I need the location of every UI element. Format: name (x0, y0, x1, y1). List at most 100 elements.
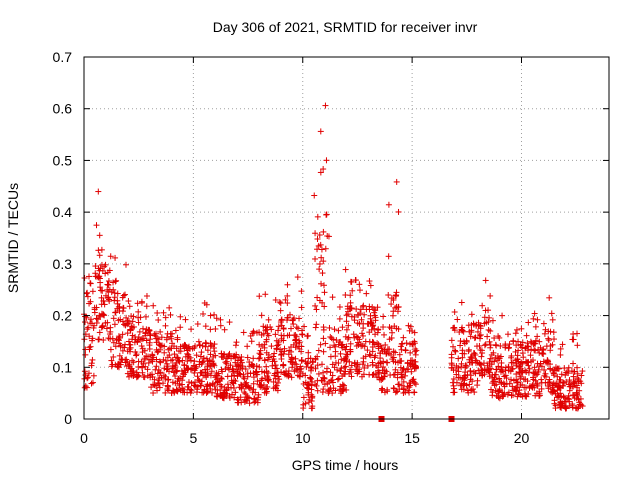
data-point (286, 347, 293, 354)
data-point (198, 349, 205, 356)
data-point (524, 340, 531, 347)
data-point (336, 304, 343, 311)
data-point (160, 380, 167, 387)
data-point (363, 306, 370, 313)
data-point (190, 362, 197, 369)
data-point (287, 325, 294, 332)
data-point (557, 401, 564, 408)
data-point (345, 334, 352, 341)
data-point (275, 323, 282, 330)
data-point (573, 382, 580, 389)
data-point (164, 363, 171, 370)
data-point (93, 304, 100, 311)
data-point (221, 326, 228, 333)
data-point (312, 255, 319, 262)
data-point (312, 381, 319, 388)
data-point (150, 390, 157, 397)
data-point (550, 329, 557, 336)
x-tick-label: 0 (80, 430, 88, 446)
data-point (524, 359, 531, 366)
data-point (172, 373, 179, 380)
data-point (173, 354, 180, 361)
data-point (289, 359, 296, 366)
data-point (351, 317, 358, 324)
data-point (87, 320, 94, 327)
data-point (192, 343, 199, 350)
data-point (192, 365, 199, 372)
data-point (469, 378, 476, 385)
data-point (145, 326, 152, 333)
data-point (264, 330, 271, 337)
data-point (337, 383, 344, 390)
data-point (108, 357, 115, 364)
data-point (502, 372, 509, 379)
data-point (174, 334, 181, 341)
data-point (559, 341, 566, 348)
data-point (488, 351, 495, 358)
data-point (155, 377, 162, 384)
data-point (298, 304, 305, 311)
data-point (403, 340, 410, 347)
data-point (257, 351, 264, 358)
data-point (271, 350, 278, 357)
data-point (540, 320, 547, 327)
data-point (129, 357, 136, 364)
data-point (121, 291, 128, 298)
data-point (376, 369, 383, 376)
data-point (560, 379, 567, 386)
data-point (395, 303, 402, 310)
data-point (537, 360, 544, 367)
data-point (264, 373, 271, 380)
data-point (385, 201, 392, 208)
data-point (530, 374, 537, 381)
data-point (137, 336, 144, 343)
data-point (170, 369, 177, 376)
data-point (350, 331, 357, 338)
data-point (379, 386, 386, 393)
data-point (284, 332, 291, 339)
data-point (370, 322, 377, 329)
data-point (203, 383, 210, 390)
data-point (82, 346, 89, 353)
data-point (566, 383, 573, 390)
data-point (532, 337, 539, 344)
data-point (107, 346, 114, 353)
data-point (101, 263, 108, 270)
data-point (303, 384, 310, 391)
data-point (272, 365, 279, 372)
data-point (154, 349, 161, 356)
data-point (142, 363, 149, 370)
data-point (451, 389, 458, 396)
data-point (320, 335, 327, 342)
data-point (551, 400, 558, 407)
data-point (475, 367, 482, 374)
data-point (525, 362, 532, 369)
data-point (400, 378, 407, 385)
data-point (146, 345, 153, 352)
data-point (304, 360, 311, 367)
data-point (95, 265, 102, 272)
data-point (511, 386, 518, 393)
data-point (262, 324, 269, 331)
data-point (545, 335, 552, 342)
data-point (470, 350, 477, 357)
data-point (378, 387, 385, 394)
data-point (138, 343, 145, 350)
data-point (298, 357, 305, 364)
data-point (179, 357, 186, 364)
data-point (556, 378, 563, 385)
data-point (451, 309, 458, 316)
data-point (367, 352, 374, 359)
data-point (218, 383, 225, 390)
data-point (479, 302, 486, 309)
data-point (510, 392, 517, 399)
data-point (81, 368, 88, 375)
data-point (478, 347, 485, 354)
data-point (555, 384, 562, 391)
data-point (368, 326, 375, 333)
data-point (273, 345, 280, 352)
data-point (347, 292, 354, 299)
data-point (484, 333, 491, 340)
data-point (96, 329, 103, 336)
data-point (314, 236, 321, 243)
